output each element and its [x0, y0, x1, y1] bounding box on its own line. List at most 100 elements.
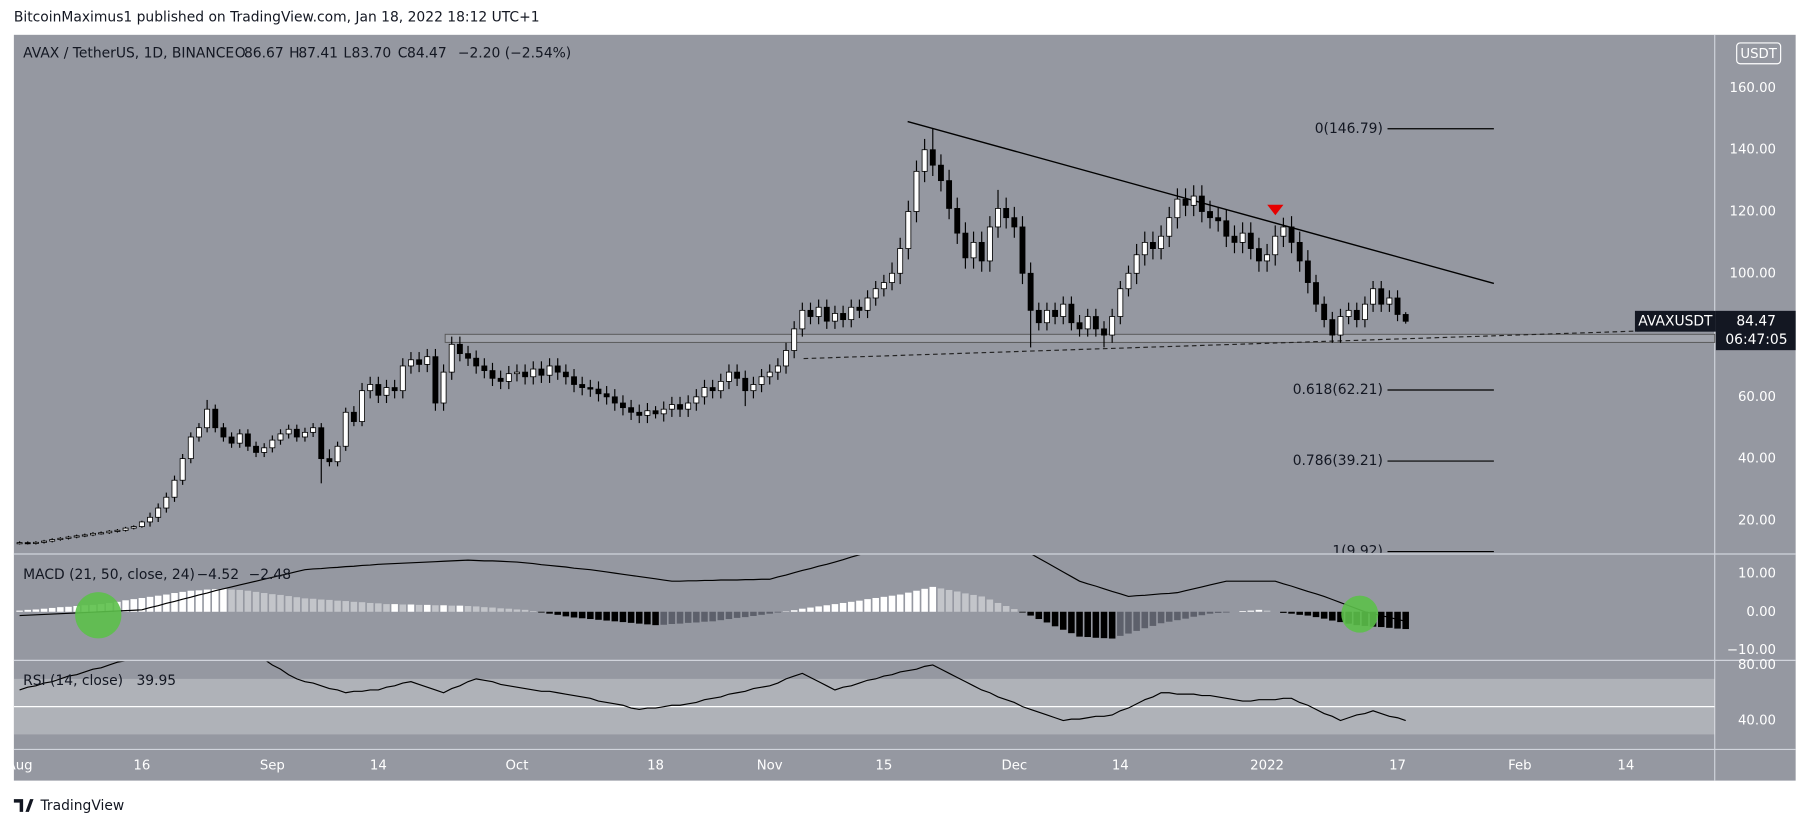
candle-body — [546, 365, 553, 376]
candle-body — [1264, 254, 1271, 262]
macd-histogram-bar — [856, 600, 863, 612]
candle-body — [1109, 316, 1116, 336]
macd-histogram-bar — [138, 597, 146, 612]
candle-body — [1345, 309, 1352, 317]
macd-histogram-bar — [1059, 611, 1067, 630]
macd-histogram-bar — [864, 599, 871, 612]
candle-body — [758, 376, 765, 385]
candle-body — [1060, 303, 1067, 317]
macd-histogram-bar — [1002, 606, 1010, 612]
candle-body — [840, 313, 847, 321]
macd-histogram-bar — [962, 593, 969, 612]
candle-body — [473, 357, 480, 367]
candle-body — [359, 390, 365, 422]
macd-histogram-bar — [1280, 611, 1287, 613]
candle-body — [1353, 309, 1360, 321]
macd-histogram-bar — [1019, 611, 1026, 613]
candle-body — [1125, 272, 1132, 290]
candle-body — [1207, 211, 1213, 219]
candle-body — [1394, 297, 1401, 315]
macd-histogram-bar — [880, 596, 888, 612]
macd-histogram-bar — [953, 591, 961, 612]
y-tick-label: 120.00 — [1730, 205, 1776, 220]
macd-histogram-bar — [570, 611, 578, 618]
macd-histogram-bar — [529, 610, 537, 612]
candle-body — [1101, 328, 1107, 336]
candle-body — [693, 396, 700, 404]
macd-histogram-bar — [415, 604, 423, 612]
y-tick-label: 80.00 — [1738, 658, 1776, 673]
macd-histogram-bar — [1190, 611, 1197, 617]
candle-body — [41, 540, 47, 543]
candle-body — [1044, 309, 1050, 324]
candle-body — [1304, 260, 1311, 283]
y-tick-label: 40.00 — [1738, 452, 1776, 467]
macd-histogram-bar — [611, 611, 619, 622]
macd-histogram-bar — [929, 586, 937, 612]
candle-body — [342, 411, 349, 447]
candle-body — [448, 343, 455, 373]
candle-body — [432, 356, 439, 404]
candle-body — [505, 373, 512, 382]
macd-histogram-bar — [122, 600, 129, 612]
macd-histogram-bar — [1174, 611, 1181, 621]
macd-histogram-bar — [358, 602, 366, 612]
macd-histogram-bar — [578, 611, 586, 619]
candle-body — [1003, 208, 1010, 219]
macd-histogram-bar — [921, 588, 928, 612]
macd-histogram-bar — [733, 611, 741, 618]
x-tick-label: Aug — [7, 759, 33, 774]
candle-body — [253, 445, 259, 453]
macd-histogram-bar — [236, 589, 243, 612]
candle-body — [408, 359, 414, 367]
candle-body — [350, 411, 357, 422]
candle-body — [1231, 235, 1238, 243]
bullish-cross-marker — [75, 592, 122, 639]
x-tick-label: 15 — [875, 759, 892, 774]
macd-histogram-bar — [627, 611, 635, 623]
macd-histogram-bar — [684, 611, 692, 623]
candle-body — [554, 365, 561, 373]
candle-body — [1084, 316, 1091, 330]
currency-button[interactable] — [1736, 42, 1782, 65]
candle-body — [1402, 314, 1409, 322]
macd-histogram-bar — [293, 597, 301, 612]
candle-body — [1361, 303, 1368, 321]
candle-body — [1092, 316, 1099, 330]
macd-histogram-bar — [1051, 611, 1059, 627]
macd-histogram-bar — [1092, 611, 1100, 638]
candle-body — [440, 371, 447, 404]
candle-body — [155, 507, 162, 518]
candle-body — [929, 149, 936, 166]
macd-histogram-bar — [146, 596, 154, 612]
candle-body — [522, 371, 529, 378]
candle-body — [1247, 232, 1254, 249]
y-tick-label: 10.00 — [1738, 567, 1776, 582]
candle-body — [872, 288, 879, 299]
macd-histogram-bar — [424, 604, 431, 612]
macd-histogram-bar — [635, 611, 643, 624]
candle-body — [701, 387, 708, 398]
macd-histogram-bar — [513, 609, 521, 612]
symbol-tag-label: AVAXUSDT — [1638, 313, 1713, 329]
macd-histogram-bar — [619, 611, 627, 623]
last-price-label: 84.47 — [1736, 313, 1776, 329]
candle-body — [611, 396, 618, 404]
macd-histogram-bar — [65, 606, 72, 612]
macd-histogram-bar — [350, 601, 358, 612]
legend-open: 86.67 — [244, 45, 284, 61]
candle-body — [514, 371, 520, 375]
y-tick-label: 60.00 — [1738, 390, 1776, 405]
macd-histogram-bar — [750, 611, 757, 616]
candle-body — [995, 208, 1001, 228]
candle-body — [1174, 198, 1181, 219]
macd-histogram-bar — [212, 589, 219, 612]
macd-histogram-bar — [252, 591, 260, 612]
candle-body — [65, 536, 72, 539]
legend-low: 83.70 — [352, 45, 392, 61]
macd-histogram-bar — [1329, 611, 1336, 621]
macd-histogram-bar — [1239, 610, 1246, 612]
candle-body — [962, 232, 969, 259]
candle-body — [1329, 319, 1336, 336]
currency-label[interactable]: USDT — [1740, 47, 1777, 62]
